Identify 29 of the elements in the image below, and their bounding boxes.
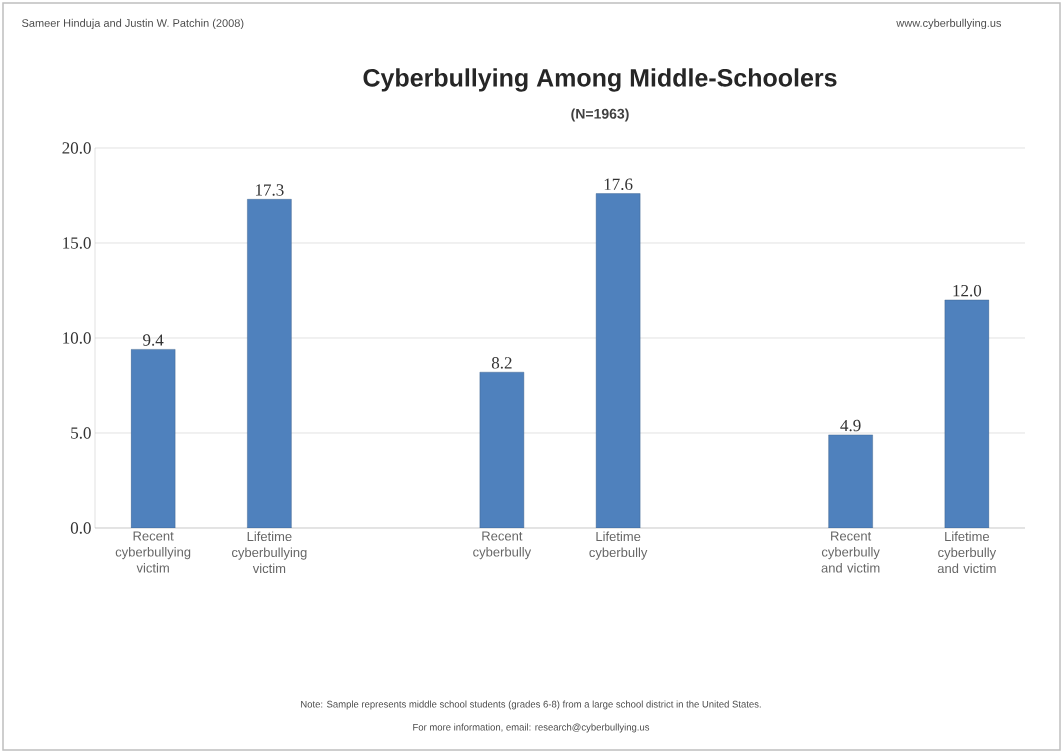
chart-subtitle: (N=1963) [571, 108, 629, 122]
bar [595, 193, 641, 528]
y-tick-label: 15.0 [63, 237, 91, 249]
x-tick-label: Lifetime cyberbullying victim [231, 531, 307, 574]
bar [828, 434, 873, 528]
x-tick-label: Recent cyberbully [473, 531, 532, 560]
data-label: 8.2 [491, 357, 512, 369]
bar [247, 199, 292, 528]
bar [479, 372, 525, 528]
bar [130, 349, 176, 528]
y-tick-label: 20.0 [62, 142, 91, 154]
data-label: 17.6 [604, 178, 633, 191]
x-tick-label: Recent cyberbullying victim [115, 531, 191, 573]
data-label: 4.9 [840, 419, 861, 432]
text: Note: Sample represents middle school students (grades 6-8) from a large school district in the United States. [301, 700, 761, 710]
text: Sameer Hinduja and Justin W. Patchin (2008) [22, 18, 244, 30]
x-tick-label: Lifetime cyberbully and victim [937, 531, 997, 574]
x-tick-label: Recent cyberbully and victim [821, 531, 880, 573]
text: For more information, email: research@cyberbullying.us [413, 723, 650, 733]
data-label: 12.0 [953, 284, 982, 297]
data-label: 9.4 [143, 334, 164, 346]
bar [944, 299, 990, 528]
y-tick-label: 0.0 [70, 522, 91, 534]
x-tick-label: Lifetime cyberbully [589, 531, 648, 560]
y-tick-label: 10.0 [63, 332, 91, 344]
text: www.cyberbullying.us [896, 18, 1002, 30]
chart-title: Cyberbullying Among Middle-Schoolers [363, 68, 837, 92]
data-label: 17.3 [255, 184, 284, 196]
y-tick-label: 5.0 [71, 427, 91, 439]
